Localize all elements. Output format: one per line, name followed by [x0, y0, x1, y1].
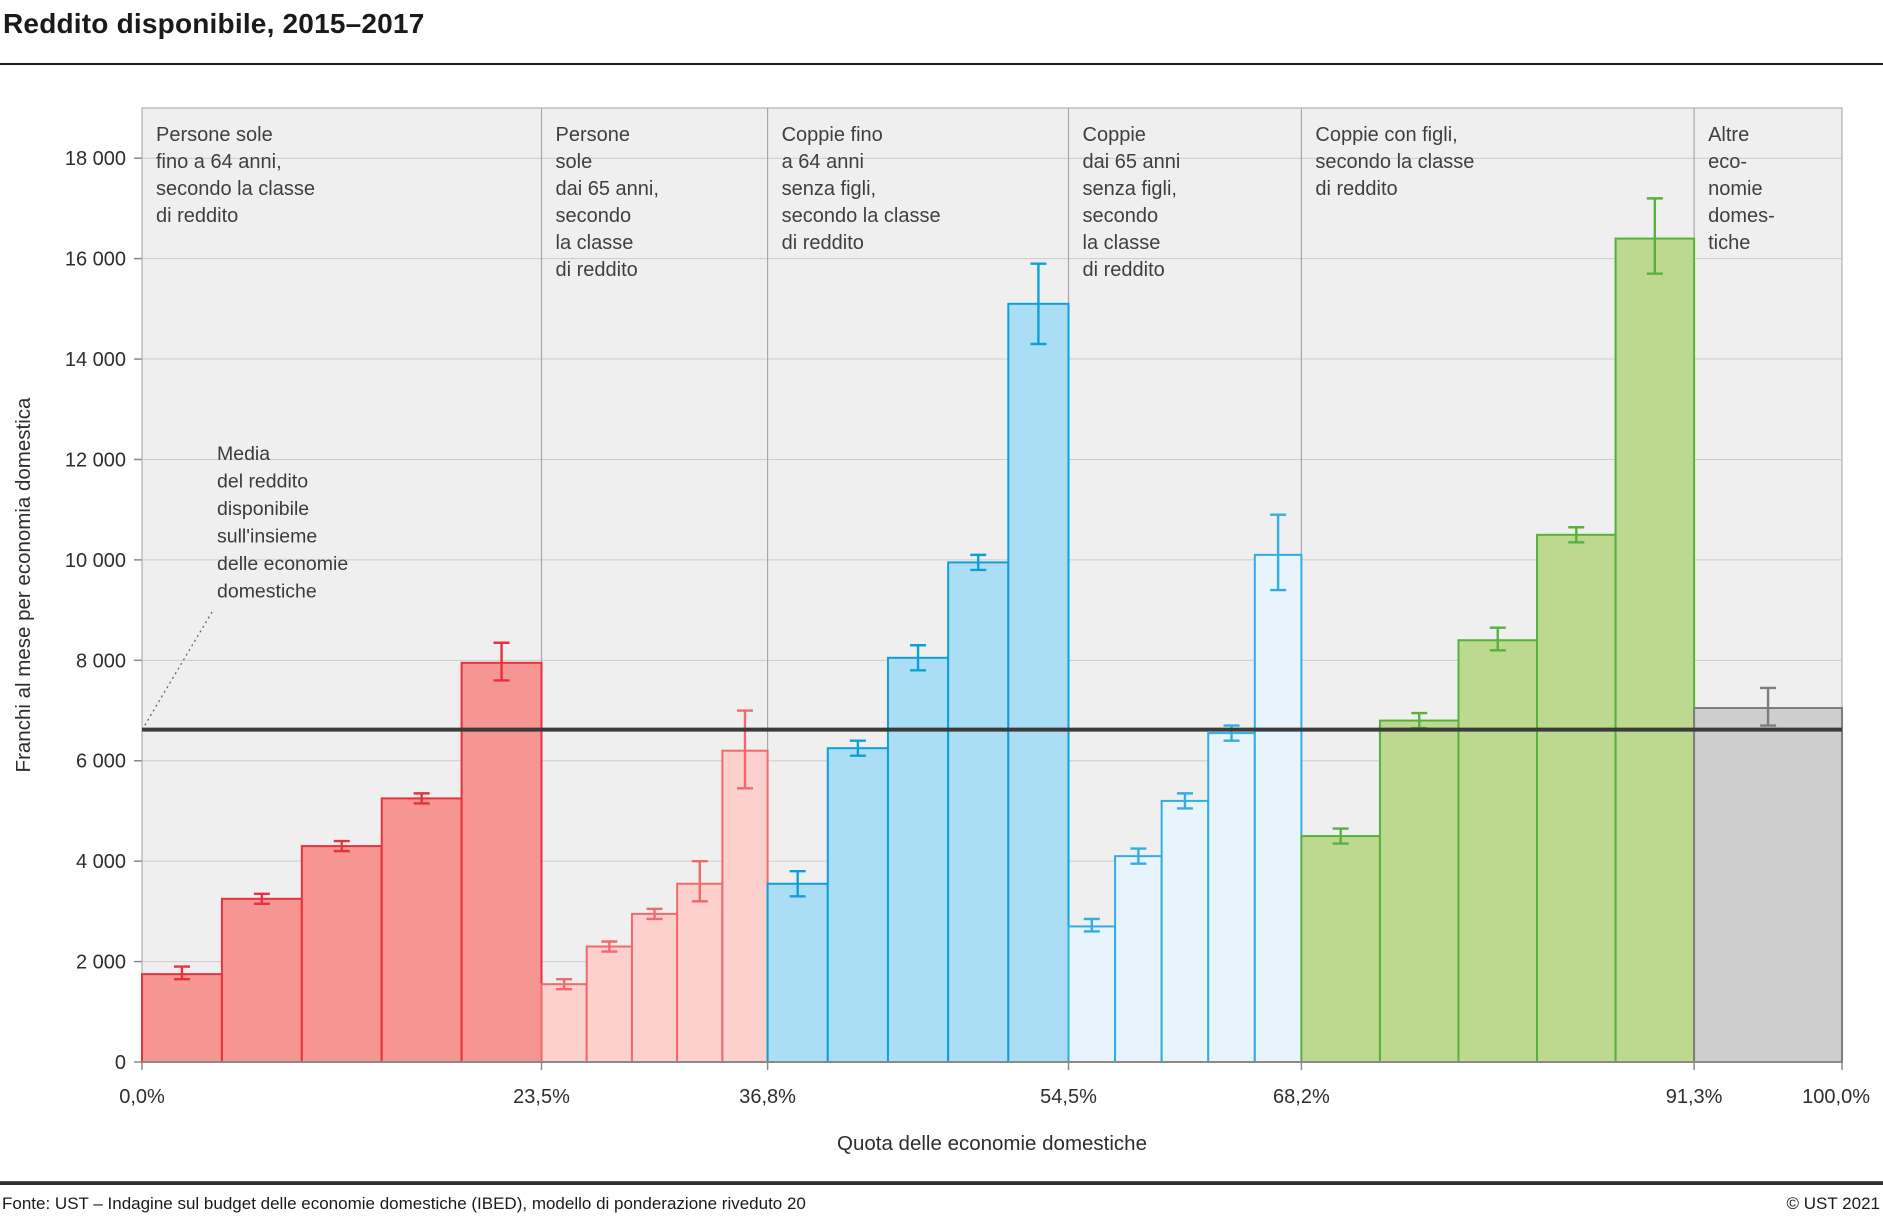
y-tick-label: 12 000 — [65, 449, 126, 471]
group-label-coppie-fino-64-senza-figli: di reddito — [782, 232, 864, 254]
bar-persone-sole-dai-65-2 — [585, 945, 633, 1064]
group-label-coppie-fino-64-senza-figli: senza figli, — [782, 178, 877, 200]
bar-coppie-con-figli-1 — [1300, 835, 1381, 1063]
group-label-coppie-dai-65-senza-figli: senza figli, — [1083, 178, 1178, 200]
group-label-persone-sole-dai-65: dai 65 anni, — [556, 178, 659, 200]
bar-persone-sole-dai-65-3 — [630, 912, 679, 1064]
y-tick-label: 14 000 — [65, 349, 126, 371]
y-tick-label: 6 000 — [76, 751, 126, 773]
bar-persone-sole-fino-64-3 — [300, 845, 383, 1063]
group-label-persone-sole-dai-65: di reddito — [556, 259, 638, 281]
group-label-persone-sole-fino-64: di reddito — [156, 205, 238, 227]
bar-coppie-con-figli-3 — [1457, 639, 1539, 1063]
group-label-coppie-fino-64-senza-figli: a 64 anni — [782, 151, 864, 173]
source-note: Fonte: UST – Indagine sul budget delle e… — [2, 1194, 806, 1213]
footer: Fonte: UST – Indagine sul budget delle e… — [0, 1194, 1883, 1220]
group-label-altre-economie-domestiche: Altre — [1708, 124, 1749, 146]
bar-coppie-fino-64-senza-figli-5 — [1007, 302, 1070, 1063]
page-title: Reddito disponibile, 2015–2017 — [3, 8, 425, 39]
bar-coppie-dai-65-senza-figli-3 — [1160, 799, 1210, 1063]
group-label-persone-sole-fino-64: Persone sole — [156, 124, 273, 146]
x-axis-title: Quota delle economie domestiche — [837, 1132, 1147, 1155]
x-tick-label: 54,5% — [1040, 1086, 1097, 1108]
x-tick-label: 91,3% — [1666, 1086, 1723, 1108]
mean-annotation-line: delle economie — [217, 553, 348, 575]
mean-annotation-line: del reddito — [217, 471, 308, 493]
group-label-persone-sole-dai-65: secondo — [556, 205, 632, 227]
mean-annotation-line: sull'insieme — [217, 526, 317, 548]
group-label-coppie-fino-64-senza-figli: Coppie fino — [782, 124, 883, 146]
group-label-altre-economie-domestiche: eco- — [1708, 151, 1747, 173]
group-label-persone-sole-fino-64: secondo la classe — [156, 178, 315, 200]
bar-coppie-fino-64-senza-figli-3 — [886, 656, 950, 1063]
bar-persone-sole-fino-64-4 — [380, 797, 463, 1063]
x-tick-label: 23,5% — [513, 1086, 570, 1108]
x-tick-label: 36,8% — [739, 1086, 796, 1108]
bar-coppie-con-figli-4 — [1536, 533, 1617, 1063]
y-tick-label: 8 000 — [76, 650, 126, 672]
group-label-coppie-con-figli: di reddito — [1315, 178, 1397, 200]
y-axis-title: Franchi al mese per economia domestica — [12, 397, 35, 772]
bar-persone-sole-dai-65-4 — [676, 882, 724, 1063]
group-label-altre-economie-domestiche: domes- — [1708, 205, 1775, 227]
group-label-persone-sole-dai-65: la classe — [556, 232, 634, 254]
bar-coppie-con-figli-2 — [1378, 719, 1460, 1063]
bar-persone-sole-fino-64-5 — [460, 661, 543, 1063]
group-label-coppie-con-figli: Coppie con figli, — [1315, 124, 1457, 146]
mean-annotation-line: Media — [217, 443, 270, 465]
x-tick-label: 68,2% — [1273, 1086, 1330, 1108]
footer-rule — [0, 1181, 1883, 1185]
group-label-coppie-dai-65-senza-figli: Coppie — [1083, 124, 1146, 146]
bar-coppie-con-figli-5 — [1614, 237, 1696, 1063]
group-label-persone-sole-fino-64: fino a 64 anni, — [156, 151, 282, 173]
copyright-note: © UST 2021 — [1786, 1194, 1880, 1213]
mean-annotation-leader — [143, 611, 213, 727]
y-tick-label: 2 000 — [76, 952, 126, 974]
bar-persone-sole-dai-65-5 — [721, 749, 769, 1064]
bar-coppie-dai-65-senza-figli-2 — [1114, 855, 1163, 1063]
bar-coppie-dai-65-senza-figli-5 — [1253, 553, 1303, 1063]
bar-altre-economie-domestiche-1 — [1693, 707, 1843, 1064]
y-tick-label: 16 000 — [65, 249, 126, 271]
y-tick-label: 18 000 — [65, 148, 126, 170]
group-label-coppie-dai-65-senza-figli: secondo — [1083, 205, 1159, 227]
bar-coppie-fino-64-senza-figli-4 — [947, 561, 1010, 1063]
mean-annotation-line: domestiche — [217, 581, 317, 603]
y-tick-label: 0 — [115, 1052, 126, 1074]
title-rule — [0, 63, 1883, 65]
group-label-coppie-dai-65-senza-figli: dai 65 anni — [1083, 151, 1181, 173]
y-tick-label: 4 000 — [76, 851, 126, 873]
y-tick-label: 10 000 — [65, 550, 126, 572]
bar-persone-sole-fino-64-2 — [220, 897, 303, 1063]
group-label-altre-economie-domestiche: nomie — [1708, 178, 1762, 200]
x-tick-label: 100,0% — [1802, 1086, 1870, 1108]
group-label-persone-sole-dai-65: sole — [556, 151, 593, 173]
group-label-coppie-dai-65-senza-figli: la classe — [1083, 232, 1161, 254]
bar-coppie-fino-64-senza-figli-1 — [766, 882, 829, 1063]
group-label-coppie-dai-65-senza-figli: di reddito — [1083, 259, 1165, 281]
bar-persone-sole-fino-64-1 — [141, 973, 223, 1064]
group-label-altre-economie-domestiche: tiche — [1708, 232, 1750, 254]
bar-coppie-fino-64-senza-figli-2 — [826, 747, 889, 1063]
x-tick-label: 0,0% — [119, 1086, 165, 1108]
bar-coppie-dai-65-senza-figli-4 — [1207, 732, 1256, 1063]
group-label-coppie-con-figli: secondo la classe — [1315, 151, 1474, 173]
bar-persone-sole-dai-65-1 — [540, 983, 588, 1064]
group-label-coppie-fino-64-senza-figli: secondo la classe — [782, 205, 941, 227]
bar-coppie-dai-65-senza-figli-1 — [1067, 925, 1117, 1063]
mean-annotation-line: disponibile — [217, 498, 309, 520]
group-label-persone-sole-dai-65: Persone — [556, 124, 631, 146]
